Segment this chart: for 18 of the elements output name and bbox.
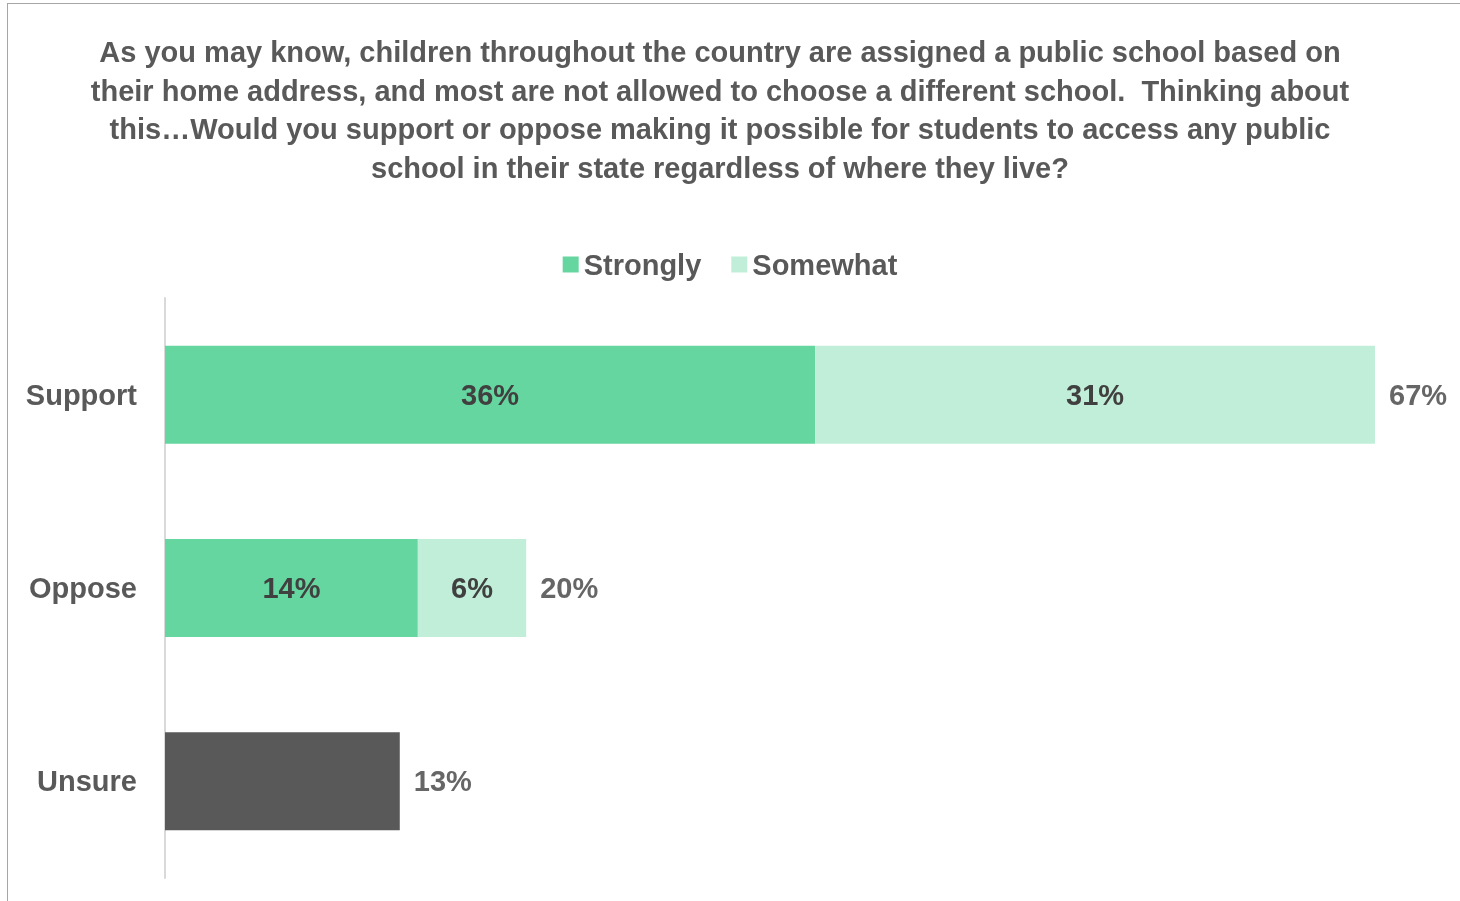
legend-label: Somewhat: [752, 248, 898, 281]
bar: [417, 539, 527, 637]
y-tick-label: Unsure: [37, 765, 137, 798]
data-label: 31%: [1066, 378, 1125, 411]
y-tick-label: Oppose: [29, 572, 137, 604]
bar: [815, 345, 1375, 444]
bar: [165, 539, 418, 637]
bar: [165, 732, 400, 831]
bar: [165, 345, 816, 444]
data-label: 14%: [262, 572, 321, 604]
y-tick-label: Support: [25, 378, 138, 411]
total-label: 13%: [413, 765, 473, 798]
data-label: 6%: [451, 572, 494, 604]
data-label: 36%: [461, 378, 520, 411]
legend-label: Strongly: [583, 248, 702, 281]
chart-title: As you may know, children throughout the country are assigned a public school based on their home address, and most are not allowed to choose a different school. Thinking about this…Would you support or oppose making it possible for students to access any public school in their state regardless of where they live?: [89, 35, 1351, 186]
total-label: 67%: [1389, 378, 1448, 411]
total-label: 20%: [540, 572, 599, 604]
